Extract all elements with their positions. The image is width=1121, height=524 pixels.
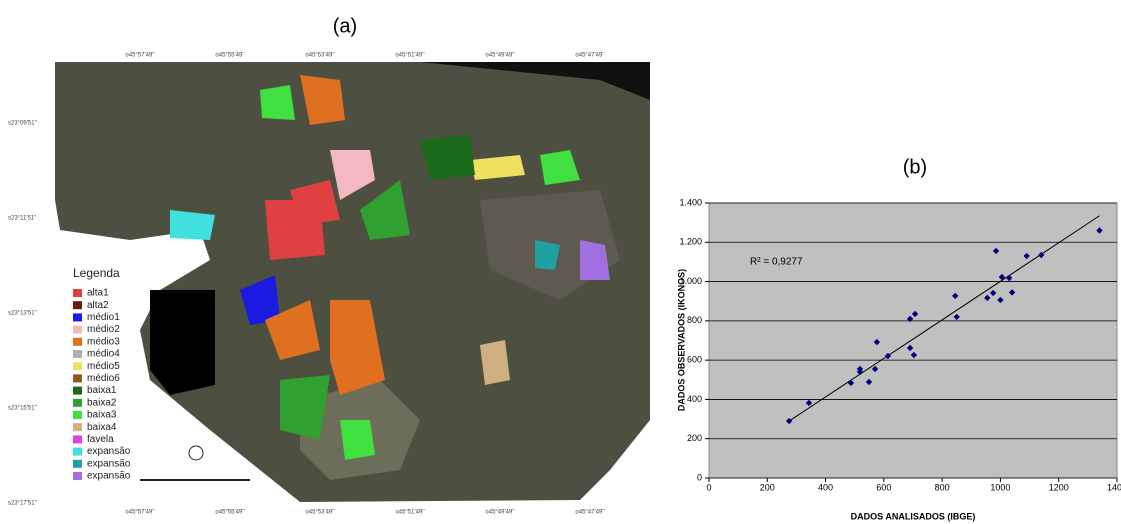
legend-swatch	[73, 289, 82, 297]
legend-label: médio5	[87, 361, 120, 372]
coord-label: s23°09'51''	[8, 121, 37, 127]
y-tick-label: 800	[687, 315, 702, 325]
legend-swatch	[73, 374, 82, 382]
coord-label: o45°57'49''	[125, 510, 154, 516]
page: {"map": {"label": "(a)", "top_labels": […	[0, 0, 1121, 524]
legend-label: baixa1	[87, 385, 117, 396]
legend-label: alta1	[87, 288, 109, 299]
coord-label: o45°55'49''	[215, 510, 244, 516]
legend-label: baixa2	[87, 397, 117, 408]
map: o45°57'49'' o45°55'49'' o45°53'49'' o45°51'…	[8, 53, 650, 516]
legend-label: baixa4	[87, 422, 117, 433]
legend-label: médio1	[87, 312, 120, 323]
zone	[170, 210, 215, 240]
coord-label: s23°11'51''	[8, 216, 36, 222]
map-label: (a)	[333, 15, 357, 37]
y-tick-label: 200	[687, 433, 702, 443]
x-tick-label: 1000	[990, 482, 1010, 492]
coord-label: o45°53'49''	[305, 510, 334, 516]
legend-swatch	[73, 435, 82, 443]
x-tick-label: 1200	[1049, 482, 1069, 492]
legend-swatch	[73, 326, 82, 334]
x-tick-label: 600	[876, 482, 891, 492]
legend-swatch	[73, 472, 82, 480]
x-tick-label: 800	[935, 482, 950, 492]
y-tick-label: 1.200	[679, 237, 702, 247]
y-tick-label: 1.400	[679, 197, 702, 207]
legend-label: médio2	[87, 324, 120, 335]
x-tick-label: 1400	[1107, 482, 1121, 492]
legend-label: alta2	[87, 300, 109, 311]
annotation: R² = 0,9277	[750, 257, 803, 268]
legend-swatch	[73, 301, 82, 309]
y-axis-title: DADOS OBSERVADOS (IKONOS)	[676, 269, 686, 411]
legend-swatch	[73, 399, 82, 407]
legend-swatch	[73, 448, 82, 456]
legend-swatch	[73, 387, 82, 395]
coord-label: o45°53'49''	[305, 53, 334, 59]
legend-swatch	[73, 338, 82, 346]
coord-label: s23°15'51''	[8, 406, 37, 412]
legend-label: expansão	[87, 458, 131, 469]
zone	[480, 340, 510, 385]
coord-label: o45°49'49''	[485, 53, 514, 59]
zone	[340, 420, 375, 460]
legend-swatch	[73, 362, 82, 370]
legend-title: Legenda	[73, 266, 120, 280]
legend-swatch	[73, 411, 82, 419]
zone	[260, 85, 295, 120]
coord-label: s23°13'51''	[8, 311, 37, 317]
coord-label: o45°47'49''	[575, 510, 604, 516]
x-axis-title: DADOS ANALISADOS (IBGE)	[851, 511, 976, 521]
legend-label: médio3	[87, 336, 120, 347]
legend-label: favela	[87, 434, 114, 445]
figure: (a) o45°57'49''o45°55'49''o45°53'49''o45…	[0, 0, 1121, 524]
coord-label: o45°57'49''	[125, 53, 154, 59]
legend-swatch	[73, 350, 82, 358]
legend-label: médio4	[87, 349, 120, 360]
no-data	[150, 290, 215, 395]
legend-label: expansão	[87, 446, 131, 457]
legend-swatch	[73, 423, 82, 431]
legend-swatch	[73, 313, 82, 321]
coord-label: s23°17'51''	[8, 501, 37, 507]
y-tick-label: 1.000	[679, 276, 702, 286]
chart-title: (b)	[903, 156, 927, 178]
coord-label: o45°51'49''	[395, 53, 424, 59]
x-tick-label: 200	[760, 482, 775, 492]
legend-swatch	[73, 460, 82, 468]
legend-label: médio6	[87, 373, 120, 384]
y-tick-label: 0	[697, 472, 702, 482]
y-tick-label: 400	[687, 394, 702, 404]
y-tick-label: 600	[687, 355, 702, 365]
coord-label: o45°51'49''	[395, 510, 424, 516]
scatter-chart: (b) DADOS OBSERVADOS (IKONOS) DADOS ANAL…	[676, 156, 1121, 521]
coord-label: o45°55'49''	[215, 53, 244, 59]
coord-label: o45°47'49''	[575, 53, 604, 59]
x-tick-label: 400	[818, 482, 833, 492]
legend-label: expansão	[87, 471, 131, 482]
coord-label: o45°49'49''	[485, 510, 514, 516]
x-tick-label: 0	[706, 482, 711, 492]
legend-label: baixa3	[87, 410, 117, 421]
